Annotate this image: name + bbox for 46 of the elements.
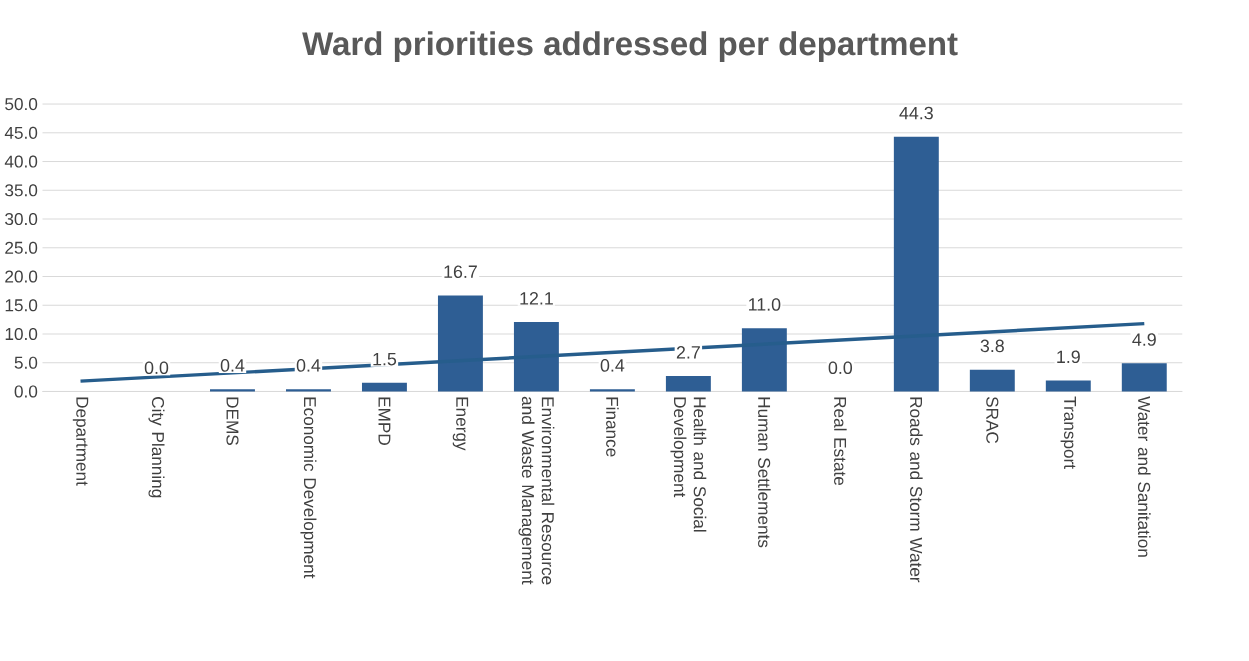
y-tick-label: 5.0 <box>14 356 38 369</box>
x-tick-label: Economic Development <box>300 397 317 579</box>
x-tick-label: Department <box>72 397 89 486</box>
x-tick-label: Water and Sanitation <box>1137 396 1151 557</box>
data-label: 11.0 <box>749 298 781 311</box>
data-label: 0.0 <box>144 361 169 375</box>
x-tick-label: Human Settlements <box>758 397 771 548</box>
data-label: 12.1 <box>520 292 553 305</box>
data-label: 0.4 <box>296 359 321 372</box>
bar <box>1045 380 1091 392</box>
data-label: 0.4 <box>600 359 625 372</box>
x-tick-label: Finance <box>606 397 619 457</box>
x-tick-label: Health and Social Development <box>670 397 707 532</box>
data-label: 2.7 <box>676 346 700 359</box>
bar <box>1121 363 1167 392</box>
x-tick-label: Energy <box>452 397 469 451</box>
data-label: 0.4 <box>220 359 245 372</box>
y-tick-label: 15.0 <box>5 299 38 312</box>
y-tick-label: 35.0 <box>5 184 38 197</box>
x-tick-label: DEMS <box>226 397 239 445</box>
data-label: 4.9 <box>1132 333 1156 346</box>
data-label: 1.5 <box>373 352 397 366</box>
x-tick-label: EMPD <box>378 397 391 445</box>
data-label: 3.8 <box>980 339 1004 353</box>
y-tick-label: 25.0 <box>5 241 38 254</box>
data-label: 44.3 <box>899 106 933 120</box>
bar <box>665 375 711 392</box>
data-label: 16.7 <box>444 265 477 279</box>
x-tick-label: Roads and Storm Water <box>910 397 923 583</box>
x-tick-label: Real Estate <box>834 397 847 486</box>
x-tick-label: SRAC <box>986 396 999 444</box>
bar <box>361 382 407 392</box>
y-tick-label: 40.0 <box>4 155 38 168</box>
y-tick-label: 30.0 <box>5 212 38 226</box>
y-tick-label: 45.0 <box>4 126 38 139</box>
y-tick-label: 20.0 <box>5 270 38 283</box>
y-tick-label: 50.0 <box>5 97 38 111</box>
y-tick-label: 0.0 <box>14 385 38 398</box>
bar <box>969 369 1015 392</box>
data-label: 0.0 <box>828 361 853 375</box>
y-tick-label: 10.0 <box>5 327 38 341</box>
x-tick-label: City Planning <box>148 397 165 498</box>
x-tick-label: Environmental Resource and Waste Management <box>518 396 555 585</box>
x-tick-label: Transport <box>1060 396 1076 469</box>
data-label: 1.9 <box>1057 350 1080 364</box>
chart-title: Ward priorities addressed per department <box>302 31 958 62</box>
